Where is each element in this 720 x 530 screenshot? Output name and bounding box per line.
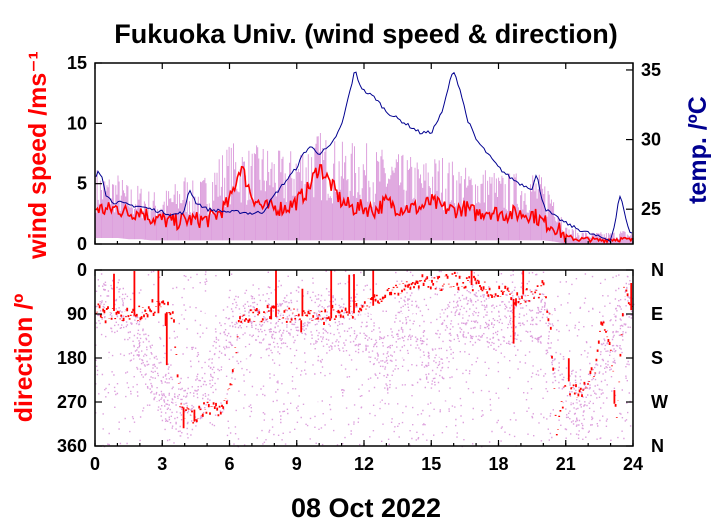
direction-ticks: 0 N 90 E 180 S 270 W 360 N (57, 260, 668, 456)
x-tick-labels: 0 3 6 9 12 15 18 21 24 (90, 454, 643, 474)
speed-panel: 0 5 10 15 25 30 35 wind speed /ms⁻¹ temp. /ºC (24, 51, 712, 260)
direction-raw-points (95, 270, 635, 448)
direction-y-tick-label: 180 (57, 348, 87, 368)
temperature-y-tick-label: 25 (641, 199, 661, 219)
speed-ticks: 0 5 10 15 25 30 35 (67, 53, 661, 254)
x-tick-label: 9 (292, 454, 302, 474)
chart-title: Fukuoka Univ. (wind speed & direction) (114, 19, 618, 49)
x-tick-label: 21 (556, 454, 576, 474)
x-tick-label: 24 (623, 454, 643, 474)
direction-panel: 0 N 90 E 180 S 270 W 360 N direction /º (10, 260, 668, 456)
temperature-y-tick-label: 35 (641, 60, 661, 80)
direction-y-tick-label: 270 (57, 392, 87, 412)
speed-average-series (95, 164, 633, 245)
x-tick-label: 6 (224, 454, 234, 474)
speed-y-tick-label: 0 (77, 234, 87, 254)
speed-y-tick-label: 5 (77, 174, 87, 194)
x-tick-label: 15 (421, 454, 441, 474)
direction-average-series (95, 270, 634, 436)
speed-y-tick-label: 15 (67, 53, 87, 73)
temperature-axis-label: temp. /ºC (684, 96, 712, 204)
x-tick-label: 12 (354, 454, 374, 474)
direction-data-layer (95, 270, 635, 448)
date-label: 08 Oct 2022 (291, 493, 441, 523)
speed-data-layer (95, 71, 634, 245)
x-tick-label: 0 (90, 454, 100, 474)
temperature-series (95, 71, 633, 243)
compass-tick-label: S (651, 348, 663, 368)
compass-tick-label: N (651, 436, 664, 456)
compass-tick-label: E (651, 304, 663, 324)
speed-axis-label: wind speed /ms⁻¹ (24, 51, 52, 260)
direction-y-tick-label: 0 (77, 260, 87, 280)
direction-axis-label: direction /º (10, 294, 38, 423)
x-tick-label: 3 (157, 454, 167, 474)
compass-tick-label: W (651, 392, 668, 412)
direction-y-tick-label: 90 (67, 304, 87, 324)
temperature-y-tick-label: 30 (641, 130, 661, 150)
direction-y-tick-label: 360 (57, 436, 87, 456)
compass-tick-label: N (651, 260, 664, 280)
x-tick-label: 18 (488, 454, 508, 474)
speed-y-tick-label: 10 (67, 113, 87, 133)
